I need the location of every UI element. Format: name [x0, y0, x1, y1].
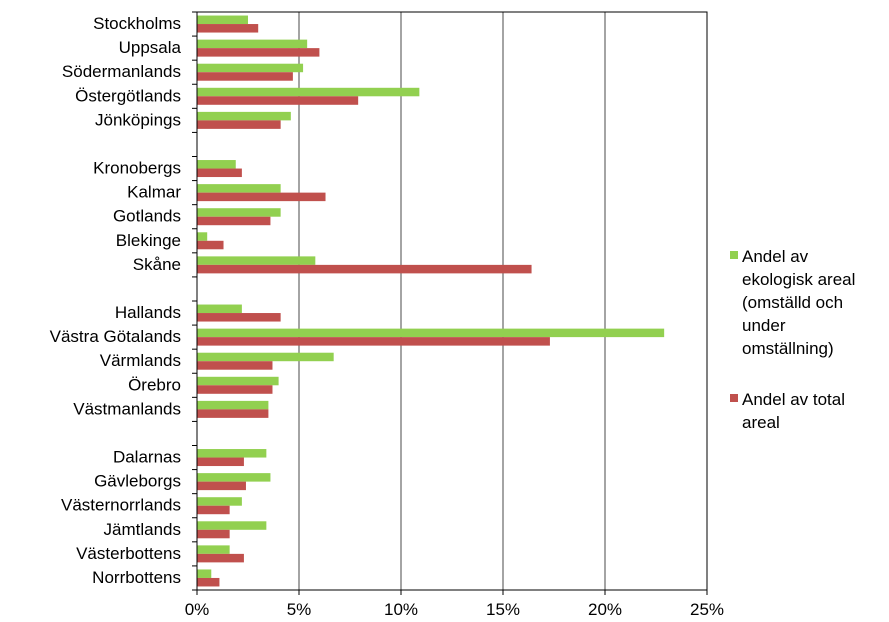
- bar-ekologisk-vasterbottens: [197, 545, 230, 554]
- bar-ekologisk-uppsala: [197, 39, 308, 49]
- category-label-uppsala: Uppsala: [119, 38, 182, 57]
- bar-total-varmlands: [197, 361, 273, 370]
- category-label-vastmanlands: Västmanlands: [73, 399, 181, 418]
- x-tick-label: 10%: [384, 600, 418, 619]
- bar-ekologisk-jamtlands: [197, 521, 267, 530]
- bar-total-blekinge: [197, 240, 224, 250]
- bar-ekologisk-ostergotlands: [197, 87, 420, 97]
- legend-label-line: under: [742, 316, 786, 335]
- axes: [192, 11, 708, 595]
- category-label-orebro: Örebro: [128, 375, 181, 394]
- bar-total-gavleborgs: [197, 481, 246, 491]
- bar-total-gotlands: [197, 216, 271, 226]
- category-label-jamtlands: Jämtlands: [104, 520, 181, 539]
- bar-total-vasternorrlands: [197, 505, 230, 515]
- category-label-blekinge: Blekinge: [116, 231, 181, 250]
- category-label-stockholms: Stockholms: [93, 14, 181, 33]
- bar-total-kronobergs: [197, 168, 242, 178]
- category-label-gavleborgs: Gävleborgs: [94, 472, 181, 491]
- gridlines: [298, 12, 606, 590]
- category-label-norrbottens: Norrbottens: [92, 568, 181, 587]
- bar-total-skane: [197, 264, 532, 274]
- bar-total-dalarnas: [197, 457, 244, 467]
- category-label-skane: Skåne: [133, 255, 181, 274]
- category-label-dalarnas: Dalarnas: [113, 448, 181, 467]
- category-label-kalmar: Kalmar: [127, 183, 181, 202]
- bar-total-vastra-gotalands: [197, 337, 550, 346]
- bar-ekologisk-vastmanlands: [197, 400, 269, 410]
- bar-total-uppsala: [197, 48, 320, 57]
- x-tick-label: 5%: [287, 600, 312, 619]
- legend-label-line: Andel av: [742, 247, 809, 266]
- category-label-vasterbottens: Västerbottens: [76, 544, 181, 563]
- legend-swatch-total: [730, 394, 738, 402]
- category-label-vasternorrlands: Västernorrlands: [61, 496, 181, 515]
- bar-ekologisk-vasternorrlands: [197, 497, 242, 506]
- bar-total-jamtlands: [197, 529, 230, 539]
- legend-label-line: Andel av total: [742, 390, 845, 409]
- category-label-jonkopings: Jönköpings: [95, 110, 181, 129]
- bar-total-kalmar: [197, 192, 326, 202]
- bar-total-orebro: [197, 385, 273, 394]
- category-label-varmlands: Värmlands: [100, 351, 181, 370]
- legend-label-line: (omställd och: [742, 293, 843, 312]
- category-label-ostergotlands: Östergötlands: [75, 86, 181, 105]
- bar-ekologisk-vastra-gotalands: [197, 328, 665, 338]
- category-label-vastra-gotalands: Västra Götalands: [50, 327, 181, 346]
- category-labels: Stockholms Uppsala Södermanlands Östergötla…: [50, 14, 182, 587]
- bar-ekologisk-orebro: [197, 376, 279, 386]
- x-tick-label: 0%: [185, 600, 210, 619]
- category-label-gotlands: Gotlands: [113, 207, 181, 226]
- legend-label-line: areal: [742, 413, 780, 432]
- category-label-kronobergs: Kronobergs: [93, 159, 181, 178]
- bar-ekologisk-kalmar: [197, 184, 281, 193]
- x-tick-labels: 0% 5% 10% 15% 20% 25%: [185, 600, 724, 619]
- x-tick-label: 15%: [486, 600, 520, 619]
- bar-ekologisk-sodermanlands: [197, 63, 304, 73]
- category-label-sodermanlands: Södermanlands: [62, 62, 181, 81]
- bar-total-jonkopings: [197, 120, 281, 129]
- bar-total-hallands: [197, 313, 281, 322]
- bar-ekologisk-kronobergs: [197, 160, 236, 169]
- legend: Andel av ekologisk areal (omställd och unde…: [730, 247, 855, 432]
- legend-swatch-ekologisk: [730, 251, 738, 259]
- bar-total-vastmanlands: [197, 409, 269, 418]
- bar-total-vasterbottens: [197, 553, 244, 563]
- bar-ekologisk-stockholms: [197, 15, 248, 25]
- bar-ekologisk-jonkopings: [197, 111, 291, 121]
- bar-ekologisk-varmlands: [197, 352, 334, 362]
- category-label-hallands: Hallands: [115, 303, 181, 322]
- bar-ekologisk-norrbottens: [197, 569, 212, 578]
- x-tick-label: 25%: [690, 600, 724, 619]
- legend-label-line: ekologisk areal: [742, 270, 855, 289]
- bar-total-ostergotlands: [197, 96, 359, 105]
- legend-label-line: omställning): [742, 339, 834, 358]
- bar-total-stockholms: [197, 24, 259, 33]
- bar-ekologisk-blekinge: [197, 232, 208, 241]
- bar-total-norrbottens: [197, 577, 220, 587]
- x-tick-label: 20%: [588, 600, 622, 619]
- bar-ekologisk-hallands: [197, 304, 242, 314]
- bar-ekologisk-skane: [197, 256, 316, 265]
- bars: [197, 15, 665, 587]
- bar-total-sodermanlands: [197, 72, 293, 81]
- bar-ekologisk-gotlands: [197, 208, 281, 217]
- bar-ekologisk-dalarnas: [197, 449, 267, 458]
- bar-ekologisk-gavleborgs: [197, 473, 271, 482]
